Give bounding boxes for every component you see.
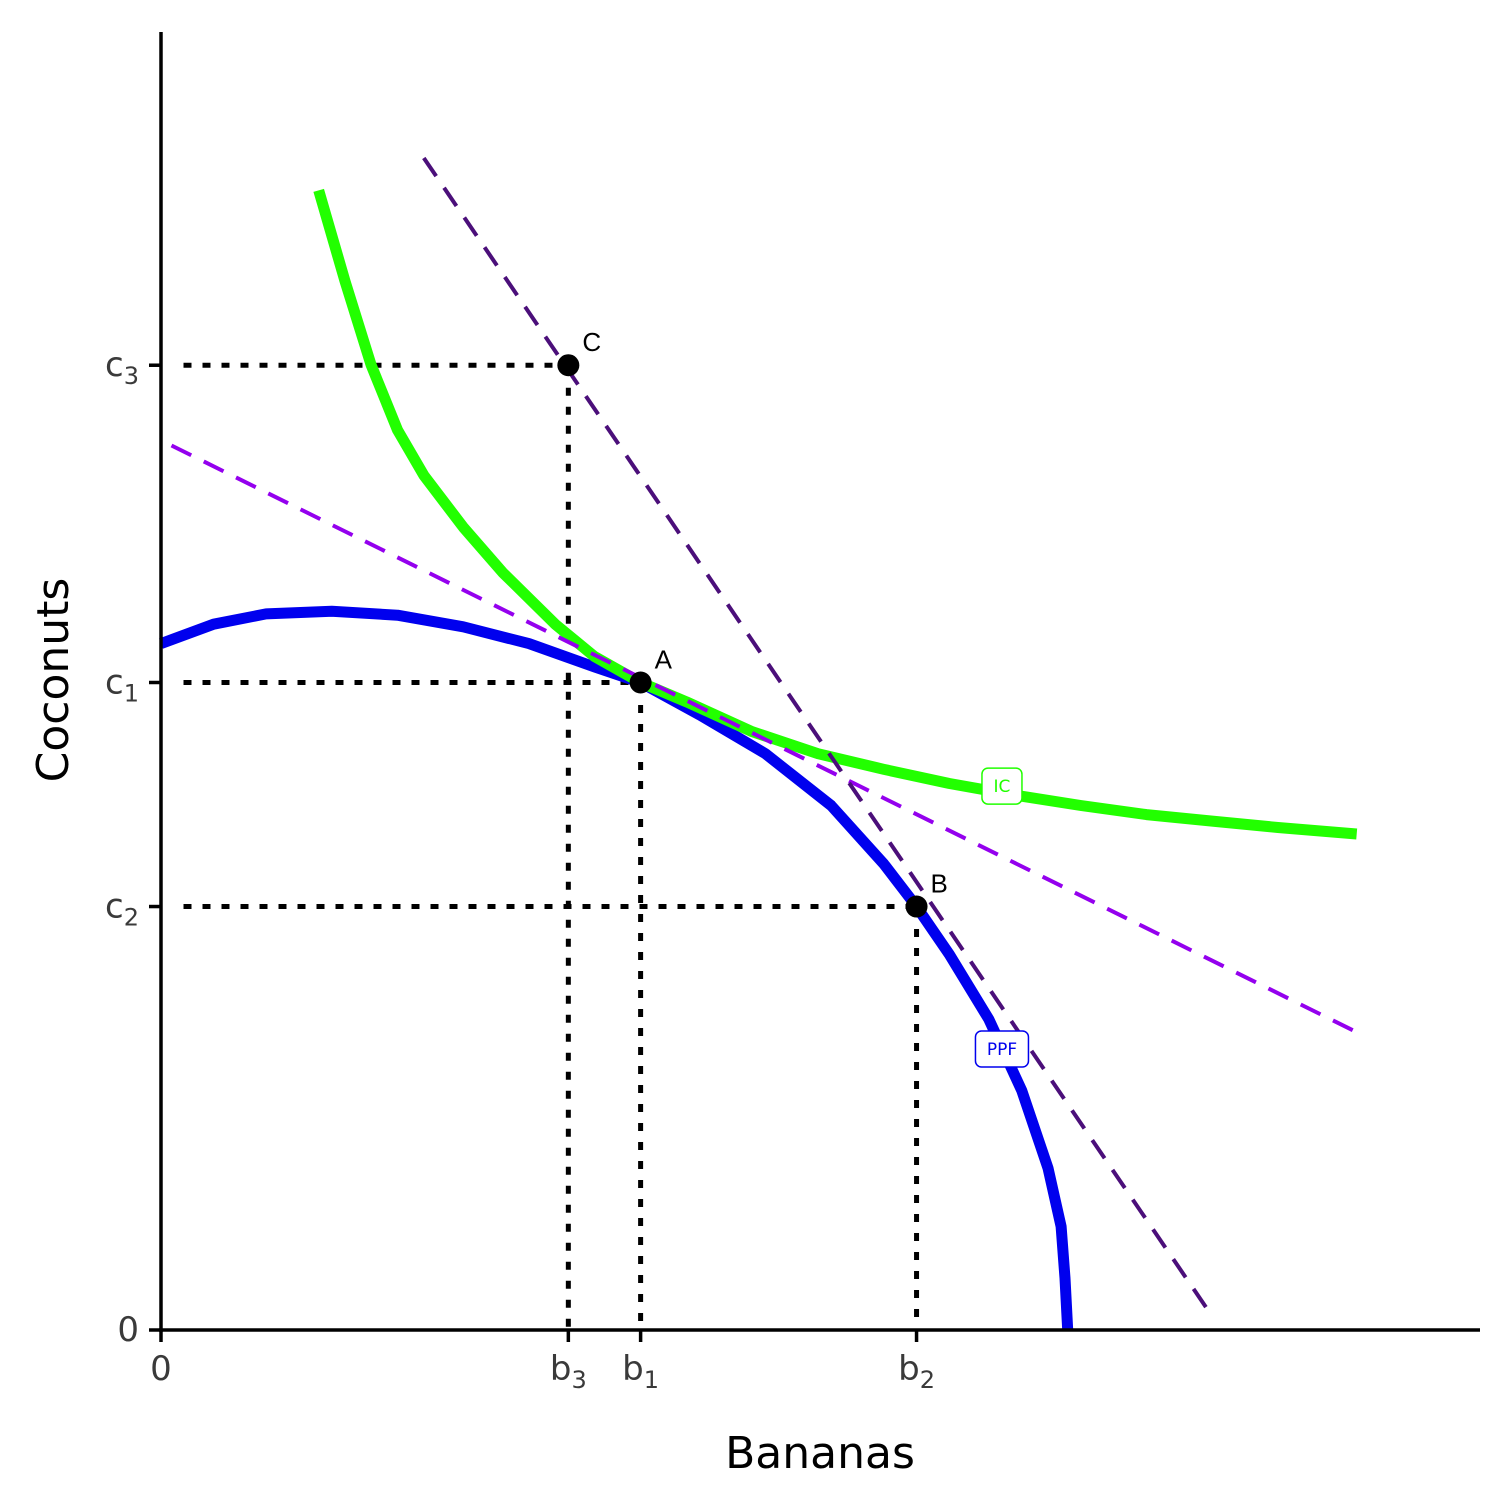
y-tick-label-2: c1 xyxy=(105,663,139,708)
x-tick-label-0: 0 xyxy=(150,1349,172,1389)
y-tick-label-3: c3 xyxy=(105,345,139,390)
budget-line-3 xyxy=(422,156,1210,1312)
series-layer xyxy=(159,156,1358,1331)
x-axis-title: Bananas xyxy=(725,1428,915,1479)
x-tick-subscript-3: 2 xyxy=(920,1366,935,1394)
point-label-a: A xyxy=(655,645,673,675)
guide-lines xyxy=(183,362,920,1333)
curve-label-ic: IC xyxy=(981,767,1023,805)
curve-label-ppf: PPF xyxy=(974,1030,1030,1068)
point-label-c: C xyxy=(582,327,601,357)
y-tick-subscript-2: 1 xyxy=(124,680,139,708)
point-b xyxy=(905,895,928,918)
y-tick-label-0: 0 xyxy=(117,1310,139,1350)
x-tick-subscript-1: 3 xyxy=(571,1366,586,1394)
points-layer: A B C xyxy=(557,327,948,918)
y-tick-subscript-1: 2 xyxy=(124,904,139,932)
x-tick-subscript-2: 1 xyxy=(644,1366,659,1394)
y-axis-title: Coconuts xyxy=(28,578,79,783)
curve-labels: IC PPF xyxy=(974,767,1030,1068)
x-tick-label-2: b1 xyxy=(622,1349,659,1394)
point-c xyxy=(557,354,580,377)
series-ic-line xyxy=(313,188,1358,840)
curve-label-text-ppf: PPF xyxy=(987,1040,1017,1060)
curve-label-text-ic: IC xyxy=(994,777,1011,797)
curve-label-box-ic xyxy=(981,767,1023,805)
curve-label-box-ppf xyxy=(974,1030,1030,1068)
y-tick-subscript-3: 3 xyxy=(124,362,139,390)
tick-layer: 0 b3 b1 b2 0 c2 c1 c3 xyxy=(105,345,935,1394)
x-tick-label-1: b3 xyxy=(550,1349,587,1394)
x-tick-label-3: b2 xyxy=(898,1349,935,1394)
series-ppf-line xyxy=(159,605,1074,1331)
point-a xyxy=(629,671,652,694)
y-tick-label-1: c2 xyxy=(105,887,139,932)
budget-line-2 xyxy=(170,443,1358,1034)
point-label-b: B xyxy=(931,869,948,899)
